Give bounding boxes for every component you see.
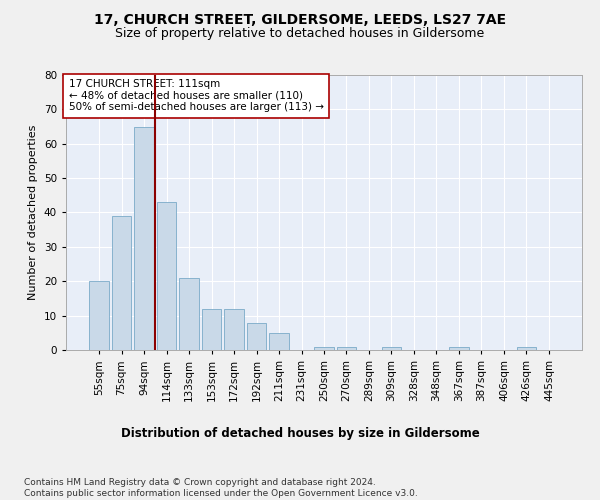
Y-axis label: Number of detached properties: Number of detached properties — [28, 125, 38, 300]
Bar — [134, 126, 154, 350]
Bar — [89, 281, 109, 350]
Bar — [224, 308, 244, 350]
Text: Distribution of detached houses by size in Gildersome: Distribution of detached houses by size … — [121, 428, 479, 440]
Bar — [337, 346, 356, 350]
Bar — [269, 333, 289, 350]
Bar — [112, 216, 131, 350]
Bar — [449, 346, 469, 350]
Bar — [247, 322, 266, 350]
Bar — [382, 346, 401, 350]
Text: Contains HM Land Registry data © Crown copyright and database right 2024.
Contai: Contains HM Land Registry data © Crown c… — [24, 478, 418, 498]
Bar — [517, 346, 536, 350]
Bar — [157, 202, 176, 350]
Text: 17, CHURCH STREET, GILDERSOME, LEEDS, LS27 7AE: 17, CHURCH STREET, GILDERSOME, LEEDS, LS… — [94, 12, 506, 26]
Bar — [202, 308, 221, 350]
Text: 17 CHURCH STREET: 111sqm
← 48% of detached houses are smaller (110)
50% of semi-: 17 CHURCH STREET: 111sqm ← 48% of detach… — [68, 79, 323, 112]
Bar — [179, 278, 199, 350]
Bar — [314, 346, 334, 350]
Text: Size of property relative to detached houses in Gildersome: Size of property relative to detached ho… — [115, 28, 485, 40]
